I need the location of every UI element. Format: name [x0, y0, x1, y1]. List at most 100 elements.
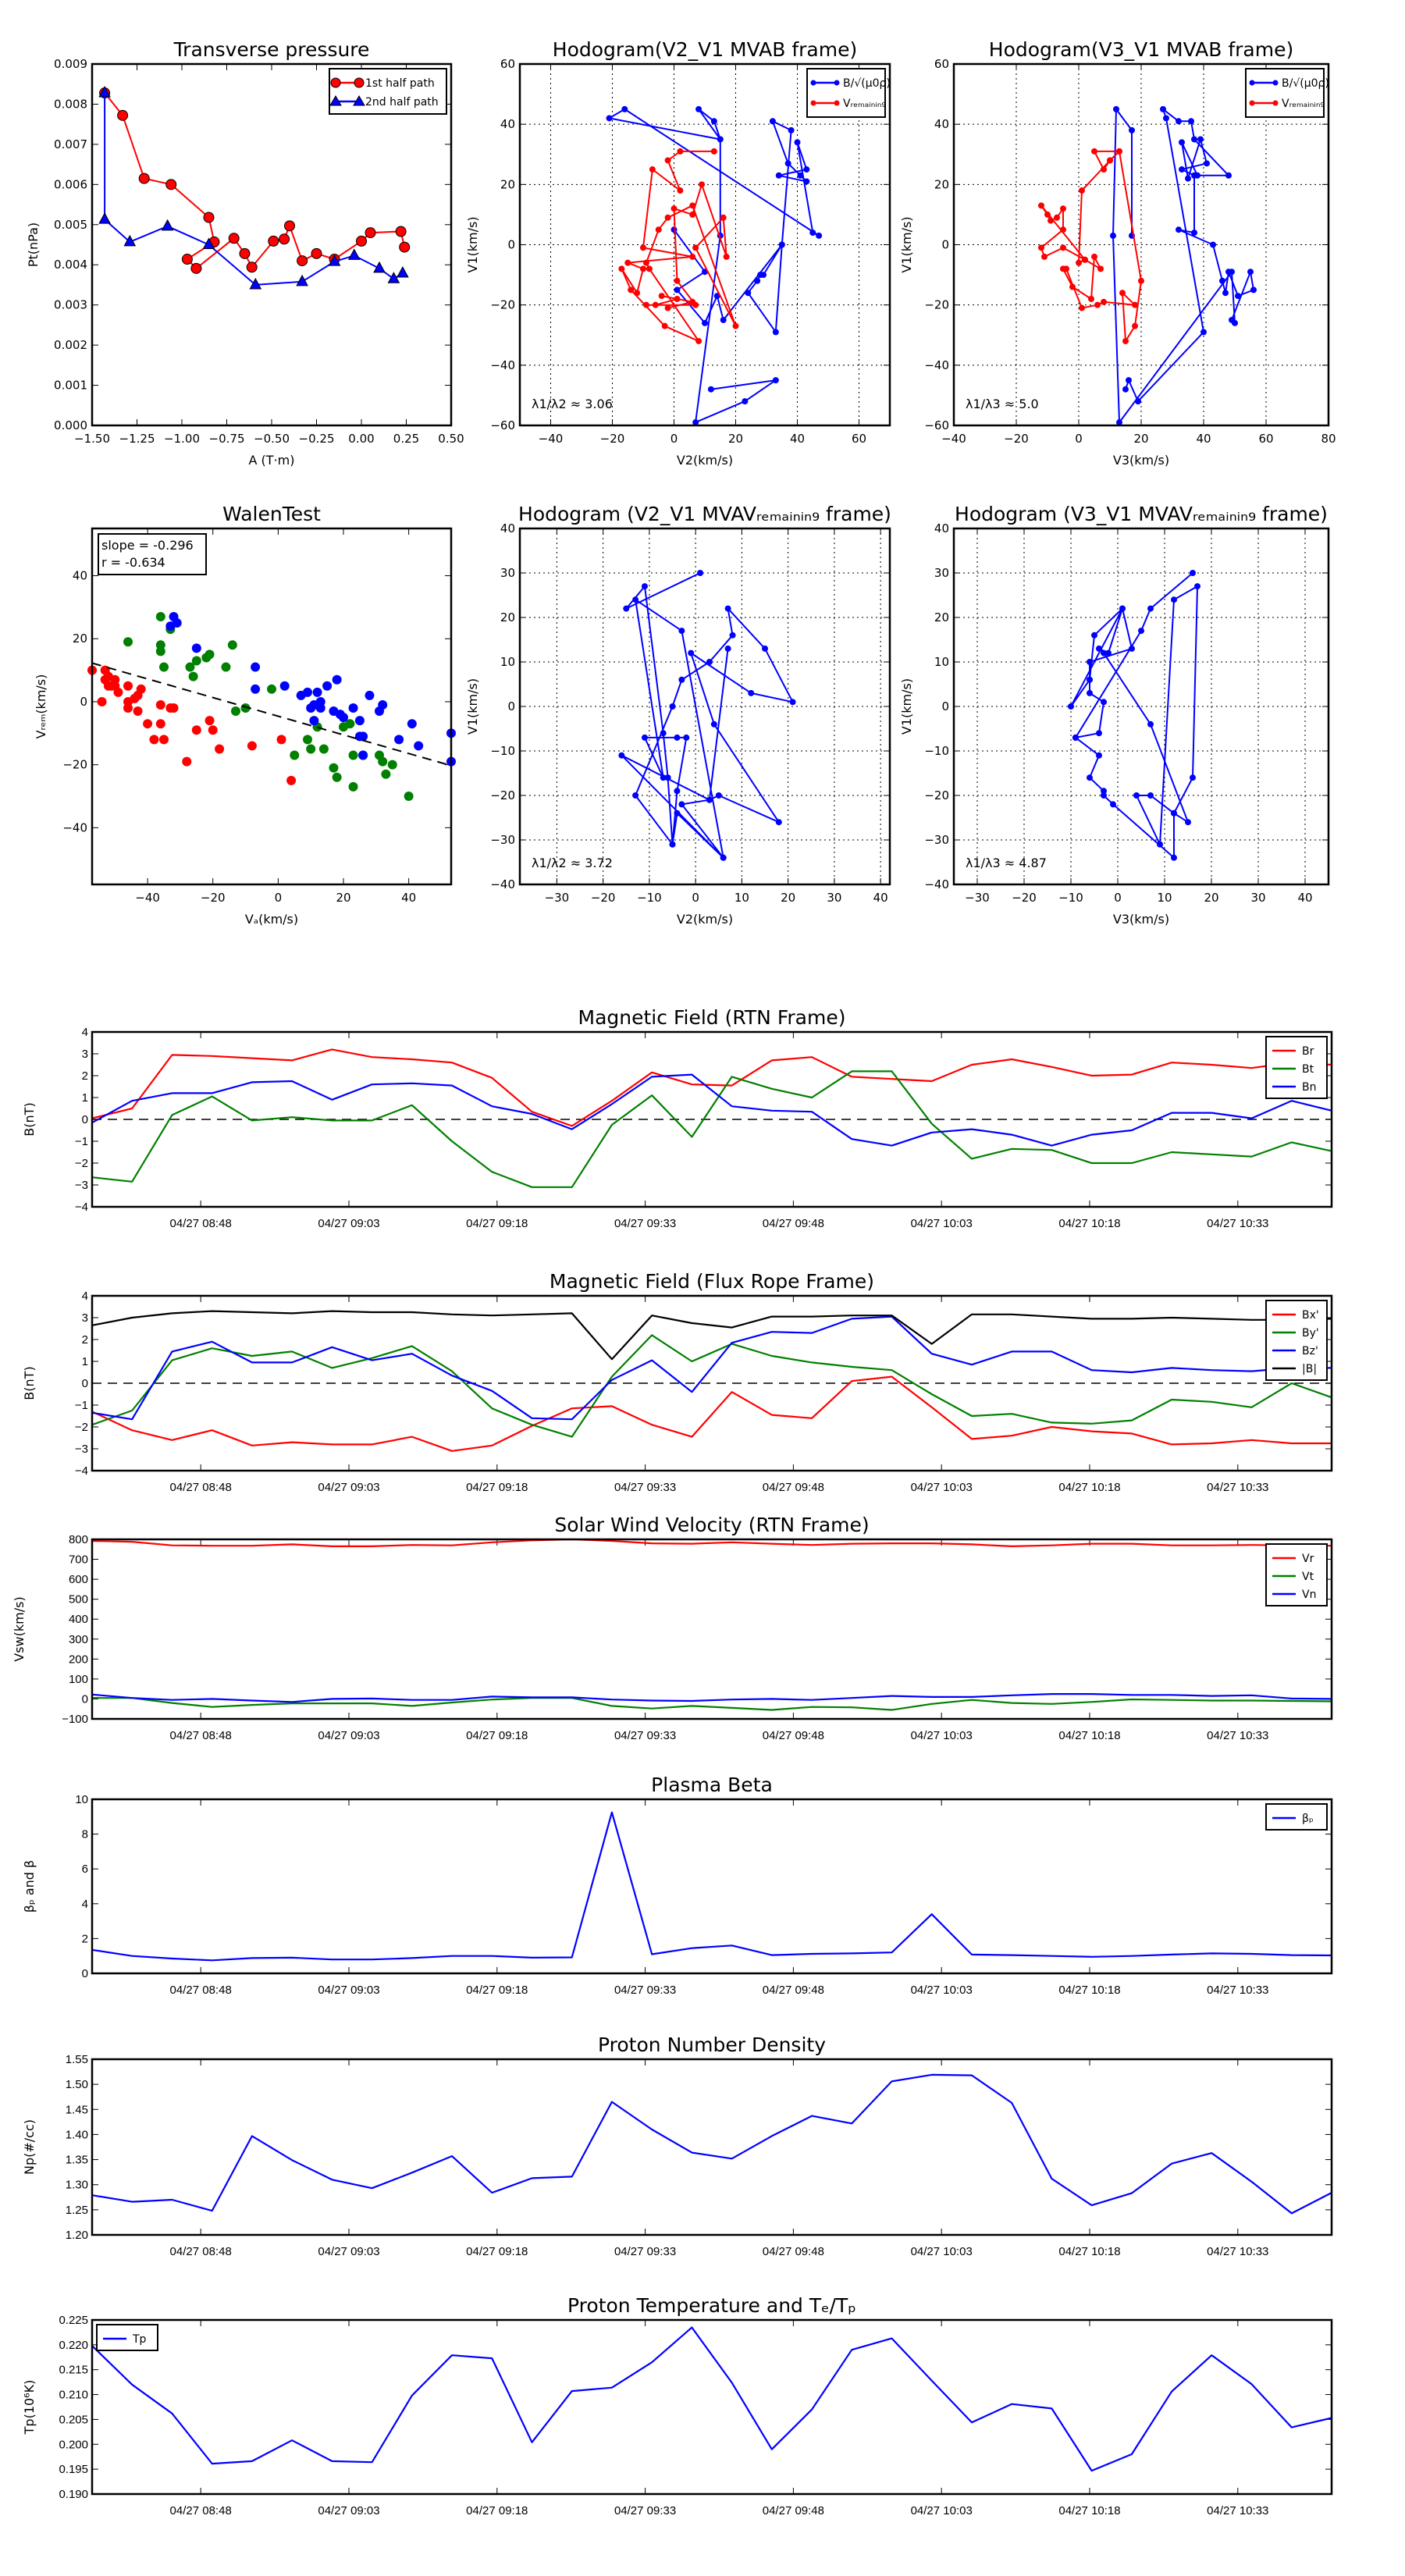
data-point: [789, 699, 796, 706]
data-point: [123, 681, 133, 691]
data-point: [1072, 734, 1079, 741]
data-point: [1079, 187, 1085, 194]
x-tick-label: −10: [637, 891, 662, 905]
x-tick-label: 04/27 09:33: [614, 2245, 676, 2258]
series-line-B: [91, 1310, 1332, 1361]
chart-walen: WalenTest −40 −20 0 20 40 −40 −20 0 20 40 Vₐ(km/s) V…: [34, 503, 456, 927]
data-point: [279, 233, 290, 245]
data-point: [664, 157, 671, 164]
legend-box: [96, 2324, 158, 2351]
y-tick-label: −100: [62, 1713, 88, 1726]
legend-marker: [353, 95, 365, 106]
data-point: [407, 719, 417, 729]
axes-frame: [91, 2318, 1333, 2496]
data-point: [1147, 792, 1154, 799]
data-point: [251, 662, 261, 672]
data-point: [1129, 126, 1135, 133]
data-point: [1176, 226, 1182, 233]
data-point: [674, 788, 681, 795]
y-tick-label: −10: [924, 744, 949, 758]
data-point: [311, 247, 322, 259]
series-line-Vt: [92, 1697, 1332, 1711]
x-tick-label: 04/27 10:33: [1207, 1481, 1268, 1494]
x-axis-label: V3(km/s): [1113, 912, 1169, 927]
data-point: [155, 611, 165, 621]
data-point: [1132, 301, 1138, 308]
data-point: [378, 699, 388, 710]
legend-item: βₚ: [1272, 1813, 1314, 1825]
data-point: [649, 166, 656, 173]
y-tick-label: −60: [490, 418, 515, 432]
x-axis-label: V3(km/s): [1113, 453, 1169, 468]
data-point: [1222, 290, 1229, 297]
legend: Tp: [96, 2324, 158, 2351]
data-point: [1190, 570, 1196, 576]
chart-np: Proton Number Density 1.20 1.25 1.30 1.35 1.4…: [22, 2033, 1333, 2258]
y-tick-label: −40: [490, 877, 515, 891]
data-point: [1200, 329, 1207, 336]
x-tick-label: −20: [1012, 891, 1037, 905]
x-tick-label: 04/27 09:48: [763, 2504, 824, 2517]
x-tick-label: 04/27 10:33: [1207, 2245, 1268, 2258]
chart-title: Hodogram (V3_V1 MVAVᵣₑₘₐᵢₙᵢₙ₉ frame): [955, 503, 1328, 525]
data-point: [641, 734, 648, 741]
y-tick-label: 2: [82, 1069, 88, 1083]
data-point: [228, 233, 240, 244]
data-point: [748, 689, 755, 696]
y-tick-label: 0.220: [59, 2339, 88, 2352]
legend: βₚ: [1265, 1803, 1328, 1831]
x-tick-label: 04/27 09:48: [763, 1984, 824, 1997]
data-point: [203, 212, 215, 223]
data-point: [1197, 136, 1204, 143]
data-point: [247, 741, 257, 751]
y-tick-label: 30: [500, 566, 515, 580]
data-point: [658, 293, 665, 300]
data-point: [239, 247, 251, 259]
data-point: [348, 781, 358, 792]
data-point: [1097, 265, 1104, 272]
data-point: [1087, 774, 1093, 781]
y-tick-label: 700: [69, 1553, 88, 1567]
x-tick-label: 04/27 10:03: [911, 1481, 973, 1494]
y-tick-label: −60: [924, 418, 949, 432]
data-point: [208, 725, 218, 735]
x-tick-label: 30: [1250, 891, 1265, 905]
data-point: [133, 706, 143, 717]
data-point: [267, 684, 276, 694]
y-tick-label: 0.009: [54, 57, 87, 71]
data-point: [732, 322, 739, 329]
x-tick-label: 0: [275, 891, 283, 905]
plot-area: [92, 1799, 1332, 1973]
legend-label: Tp: [132, 2333, 147, 2346]
legend-item: Bn: [1272, 1081, 1316, 1094]
data-point: [387, 760, 397, 770]
data-point: [689, 202, 696, 209]
data-point: [1126, 377, 1132, 384]
y-tick-label: 0.215: [59, 2364, 88, 2377]
y-tick-label: 1.50: [66, 2078, 88, 2091]
data-point: [286, 775, 297, 785]
chart-vsw: Solar Wind Velocity (RTN Frame) −100 0 100 2…: [12, 1514, 1333, 1742]
data-point: [689, 211, 696, 218]
y-tick-label: 0.195: [59, 2463, 88, 2476]
chart-title: Magnetic Field (RTN Frame): [578, 1006, 846, 1029]
eigenvalue-ratio-annotation: λ1/λ3 ≈ 4.87: [966, 856, 1047, 870]
data-point: [717, 136, 724, 143]
x-tick-label: 04/27 09:33: [614, 1984, 676, 1997]
chart-title: WalenTest: [222, 503, 321, 525]
data-point: [1101, 166, 1107, 173]
data-point: [191, 656, 201, 666]
y-tick-label: 100: [69, 1673, 88, 1686]
x-tick-label: 40: [1196, 432, 1211, 446]
data-point: [181, 254, 193, 265]
data-point: [1138, 628, 1144, 635]
x-tick-label: 20: [1204, 891, 1218, 905]
data-point: [1088, 295, 1094, 302]
y-tick-label: 0.200: [59, 2438, 88, 2451]
legend: Bx' By' Bz' |B|: [1265, 1300, 1328, 1381]
x-tick-label: 04/27 09:18: [466, 1729, 528, 1742]
y-tick-label: 0: [82, 1377, 88, 1390]
legend-label: Vr: [1302, 1553, 1314, 1565]
data-point: [191, 643, 201, 653]
data-point: [251, 684, 261, 694]
